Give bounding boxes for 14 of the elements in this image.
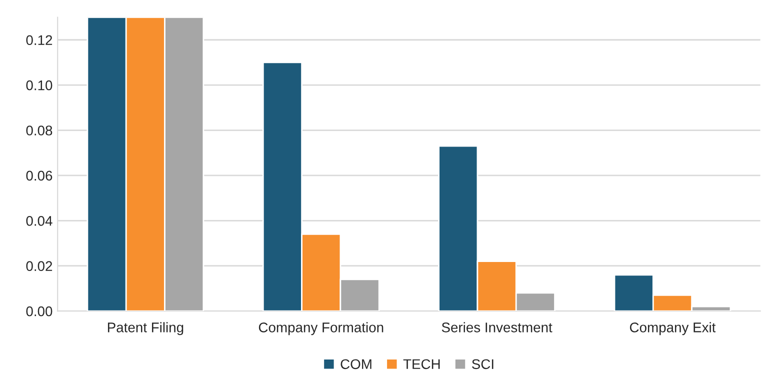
- y-tick-label: 0.06: [26, 170, 52, 181]
- x-tick-label: Company Formation: [258, 322, 384, 336]
- y-tick-label: 0.00: [26, 306, 52, 316]
- legend-label: SCI: [472, 359, 494, 370]
- x-tick-label: Series Investment: [442, 322, 552, 332]
- y-tick-label: 0.04: [26, 216, 52, 226]
- y-tick-label: 0.08: [26, 126, 52, 136]
- y-tick-label: 0.12: [26, 35, 52, 46]
- y-tick-label: 0.02: [26, 261, 52, 272]
- legend-label: TECH: [403, 359, 440, 370]
- y-tick-label: 0.10: [26, 80, 52, 90]
- x-tick-label: Company Exit: [630, 322, 716, 336]
- x-tick-label: Patent Filing: [108, 322, 184, 336]
- legend-label: COM: [340, 359, 372, 370]
